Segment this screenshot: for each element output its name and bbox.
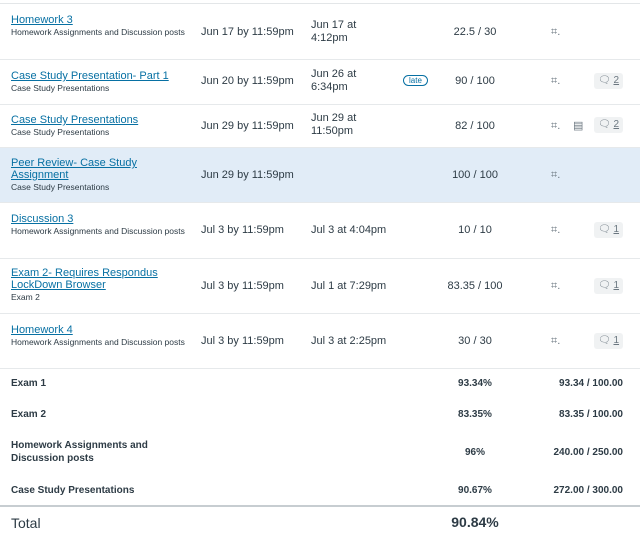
summary-row: Case Study Presentations 90.67% 272.00 /…	[0, 475, 640, 505]
assignment-cell: Homework 4 Homework Assignments and Disc…	[11, 324, 191, 348]
summary-label: Exam 2	[11, 409, 47, 420]
summary-points: 240.00 / 250.00	[553, 447, 623, 458]
comment-count: 1	[613, 224, 620, 235]
comments-button[interactable]: 🗨 2	[594, 73, 624, 89]
score: 10 / 10	[458, 224, 492, 236]
rubric-icon[interactable]: ⌗.	[551, 224, 561, 236]
comments-button[interactable]: 🗨 2	[594, 117, 624, 133]
total-divider	[0, 505, 640, 507]
rubric-icon[interactable]: ⌗.	[551, 26, 561, 38]
comment-count: 2	[613, 75, 620, 86]
muted-icon[interactable]: ▤	[573, 120, 584, 132]
due-date: Jun 20 by 11:59pm	[201, 75, 294, 87]
table-row: Discussion 3 Homework Assignments and Di…	[0, 203, 640, 259]
submitted-date: Jul 3 at 4:04pm	[311, 224, 387, 236]
summary-points: 272.00 / 300.00	[553, 485, 623, 496]
due-date: Jul 3 by 11:59pm	[201, 224, 284, 236]
table-row: Homework 4 Homework Assignments and Disc…	[0, 314, 640, 369]
rubric-icon[interactable]: ⌗.	[551, 75, 561, 87]
submitted-date: Jun 17 at 4:12pm	[311, 19, 357, 44]
due-date: Jul 3 by 11:59pm	[201, 335, 284, 347]
rubric-icon[interactable]: ⌗.	[551, 120, 561, 132]
comment-icon: 🗨	[598, 280, 611, 291]
due-date: Jun 29 by 11:59pm	[201, 169, 294, 181]
comments-button[interactable]: 🗨 1	[594, 222, 624, 238]
comment-count: 1	[613, 280, 620, 291]
summary-percent: 96%	[464, 447, 485, 458]
assignment-link[interactable]: Homework 3	[11, 14, 73, 26]
score: 22.5 / 30	[453, 26, 497, 38]
assignment-cell: Homework 3 Homework Assignments and Disc…	[11, 14, 191, 38]
table-row: Case Study Presentation- Part 1 Case Stu…	[0, 60, 640, 105]
table-top-border	[0, 3, 640, 4]
total-label: Total	[11, 515, 41, 531]
due-date: Jun 29 by 11:59pm	[201, 120, 294, 132]
summary-label: Exam 1	[11, 378, 47, 389]
score: 83.35 / 100	[447, 280, 503, 292]
summary-points: 83.35 / 100.00	[559, 409, 623, 420]
comment-icon: 🗨	[598, 335, 611, 346]
summary-label: Case Study Presentations	[11, 485, 135, 496]
assignment-link[interactable]: Exam 2- Requires Respondus LockDown Brow…	[11, 267, 158, 291]
table-row-highlighted: Peer Review- Case Study Assignment Case …	[0, 148, 640, 203]
assignment-cell: Exam 2- Requires Respondus LockDown Brow…	[11, 267, 191, 303]
assignment-link[interactable]: Peer Review- Case Study Assignment	[11, 157, 137, 181]
due-date: Jun 17 by 11:59pm	[201, 26, 294, 38]
due-date: Jul 3 by 11:59pm	[201, 280, 284, 292]
summary-points: 93.34 / 100.00	[559, 378, 623, 389]
summary-label: Homework Assignments and Discussion post…	[11, 440, 148, 464]
summary-row: Homework Assignments and Discussion post…	[0, 431, 640, 475]
rubric-icon[interactable]: ⌗.	[551, 335, 561, 347]
submitted-date: Jun 26 at 6:34pm	[311, 68, 357, 93]
comments-button[interactable]: 🗨 1	[594, 333, 624, 349]
assignment-group: Case Study Presentations	[11, 127, 110, 137]
comment-count: 2	[613, 119, 620, 130]
late-badge: late	[403, 75, 428, 86]
total-value: 90.84%	[451, 514, 499, 530]
summary-percent: 83.35%	[458, 409, 492, 420]
rubric-icon[interactable]: ⌗.	[551, 280, 561, 292]
rubric-icon[interactable]: ⌗.	[551, 169, 561, 181]
score: 100 / 100	[452, 169, 498, 181]
summary-percent: 93.34%	[458, 378, 492, 389]
assignment-link[interactable]: Case Study Presentation- Part 1	[11, 70, 169, 82]
score: 90 / 100	[455, 75, 495, 87]
summary-row: Exam 1 93.34% 93.34 / 100.00	[0, 369, 640, 400]
comment-icon: 🗨	[598, 119, 611, 130]
table-row: Exam 2- Requires Respondus LockDown Brow…	[0, 259, 640, 314]
assignment-cell: Peer Review- Case Study Assignment Case …	[11, 157, 191, 193]
summary-row: Exam 2 83.35% 83.35 / 100.00	[0, 400, 640, 431]
comment-count: 1	[613, 335, 620, 346]
summary-percent: 90.67%	[458, 485, 492, 496]
assignment-cell: Case Study Presentation- Part 1 Case Stu…	[11, 70, 191, 94]
score: 82 / 100	[455, 120, 495, 132]
submitted-date: Jul 1 at 7:29pm	[311, 280, 387, 292]
assignment-group: Exam 2	[11, 292, 40, 302]
assignment-group: Homework Assignments and Discussion post…	[11, 337, 185, 347]
assignment-link[interactable]: Discussion 3	[11, 213, 74, 225]
assignment-link[interactable]: Homework 4	[11, 324, 73, 336]
submitted-date: Jun 29 at 11:50pm	[311, 112, 357, 137]
assignment-group: Homework Assignments and Discussion post…	[11, 226, 185, 236]
assignment-cell: Discussion 3 Homework Assignments and Di…	[11, 213, 191, 237]
comment-icon: 🗨	[598, 75, 611, 86]
assignment-group: Case Study Presentations	[11, 182, 110, 192]
assignment-cell: Case Study Presentations Case Study Pres…	[11, 114, 191, 138]
score: 30 / 30	[458, 335, 492, 347]
assignment-group: Homework Assignments and Discussion post…	[11, 27, 185, 37]
assignment-group: Case Study Presentations	[11, 83, 110, 93]
comment-icon: 🗨	[598, 224, 611, 235]
submitted-date: Jul 3 at 2:25pm	[311, 335, 387, 347]
table-row: Case Study Presentations Case Study Pres…	[0, 105, 640, 148]
assignment-link[interactable]: Case Study Presentations	[11, 114, 139, 126]
table-row: Homework 3 Homework Assignments and Disc…	[0, 4, 640, 60]
comments-button[interactable]: 🗨 1	[594, 278, 624, 294]
